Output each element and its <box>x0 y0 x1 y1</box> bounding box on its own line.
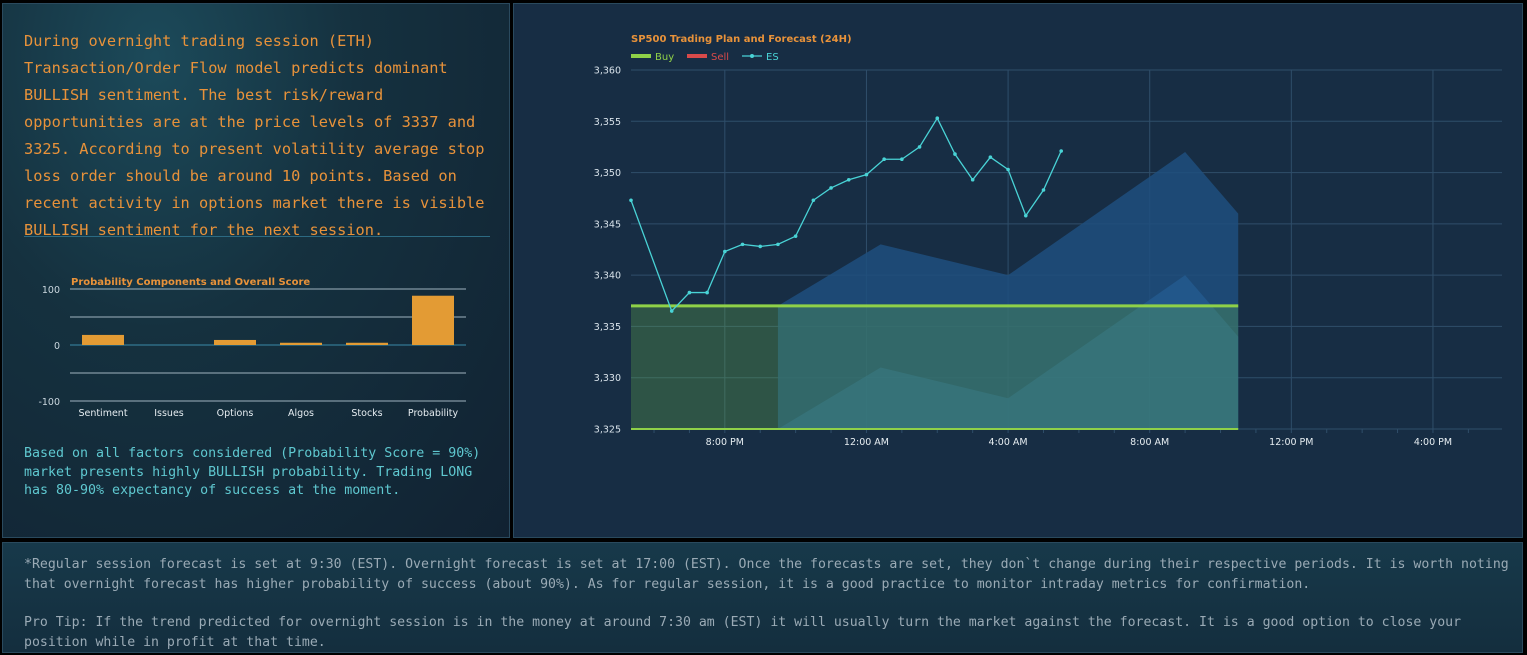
probability-conclusion: Based on all factors considered (Probabi… <box>24 446 481 498</box>
main-chart-x-tick: 8:00 AM <box>1130 437 1169 448</box>
main-chart-x-tick: 12:00 PM <box>1269 437 1313 448</box>
forecast-note: *Regular session forecast is set at 9:30… <box>24 557 1509 592</box>
main-chart-x-tick: 4:00 AM <box>989 437 1028 448</box>
es-point <box>687 290 692 295</box>
es-point <box>1041 188 1046 192</box>
main-chart-y-tick: 3,335 <box>594 322 621 333</box>
bar-probability <box>412 295 454 345</box>
legend-es-marker <box>750 54 754 58</box>
footer-notes-panel: *Regular session forecast is set at 9:30… <box>2 542 1523 653</box>
bar-chart-x-label: Issues <box>154 408 184 419</box>
es-point <box>917 145 922 149</box>
es-point <box>723 249 727 254</box>
main-chart-x-tick: 8:00 PM <box>706 437 744 448</box>
pro-tip: Pro Tip: If the trend predicted for over… <box>24 615 1462 650</box>
trading-plan-chart: SP500 Trading Plan and Forecast (24H) Buy… <box>594 34 1502 448</box>
main-chart-x-tick: 4:00 PM <box>1414 437 1452 448</box>
main-chart-y-tick: 3,345 <box>594 219 621 230</box>
forecast-lower-area <box>777 275 1239 429</box>
es-point <box>1059 149 1063 153</box>
es-point <box>882 157 886 162</box>
bar-chart-y-tick: -100 <box>38 397 60 408</box>
es-point <box>629 198 633 203</box>
es-point <box>669 309 674 313</box>
es-point <box>1006 167 1010 172</box>
analysis-panel: During overnight trading session (ETH) T… <box>2 3 510 538</box>
es-point <box>846 177 851 182</box>
es-point <box>935 116 940 121</box>
es-point <box>705 290 709 295</box>
divider <box>24 236 490 237</box>
bar-chart-x-label: Probability <box>408 408 459 419</box>
legend-buy-label: Buy <box>655 52 674 63</box>
main-chart-y-tick: 3,355 <box>594 117 621 128</box>
main-chart-title: SP500 Trading Plan and Forecast (24H) <box>631 34 852 45</box>
es-point <box>793 234 798 238</box>
es-point <box>953 152 957 156</box>
es-point <box>758 244 763 249</box>
bar-chart-x-label: Options <box>217 408 254 419</box>
es-line <box>630 116 1062 313</box>
legend-es-label: ES <box>766 52 779 63</box>
es-point <box>811 198 816 203</box>
es-point <box>740 242 745 247</box>
bar-stocks <box>346 342 388 345</box>
main-chart-y-tick: 3,325 <box>594 425 621 436</box>
es-point <box>900 157 904 162</box>
es-point <box>970 177 975 182</box>
es-point <box>776 242 780 247</box>
main-chart-y-tick: 3,360 <box>594 66 621 77</box>
bar-chart-title: Probability Components and Overall Score <box>71 277 310 288</box>
bar-chart-x-label: Sentiment <box>78 408 127 419</box>
bar-chart-x-label: Algos <box>288 408 314 419</box>
bar-chart-y-tick: 100 <box>42 285 60 296</box>
buy-zone <box>631 305 1239 429</box>
es-point <box>829 186 833 190</box>
main-chart-y-tick: 3,340 <box>594 271 621 282</box>
bar-chart-x-label: Stocks <box>351 408 382 419</box>
bar-sentiment <box>82 334 124 345</box>
bar-chart-y-tick: 0 <box>54 341 60 352</box>
sentiment-summary: During overnight trading session (ETH) T… <box>24 32 485 239</box>
bar-options <box>214 339 256 345</box>
es-point <box>864 172 869 177</box>
legend-buy-swatch <box>631 54 651 58</box>
es-point <box>1023 213 1028 218</box>
probability-chart: Probability Components and Overall Score… <box>38 277 466 419</box>
es-point <box>988 155 993 159</box>
legend-sell-label: Sell <box>711 52 729 63</box>
main-chart-y-tick: 3,330 <box>594 373 621 384</box>
main-chart-x-tick: 12:00 AM <box>844 437 889 448</box>
trading-plan-panel: SP500 Trading Plan and Forecast (24H) Buy… <box>513 3 1523 538</box>
legend-sell-swatch <box>687 54 707 58</box>
bar-algos <box>280 342 322 345</box>
main-chart-y-tick: 3,350 <box>594 168 621 179</box>
